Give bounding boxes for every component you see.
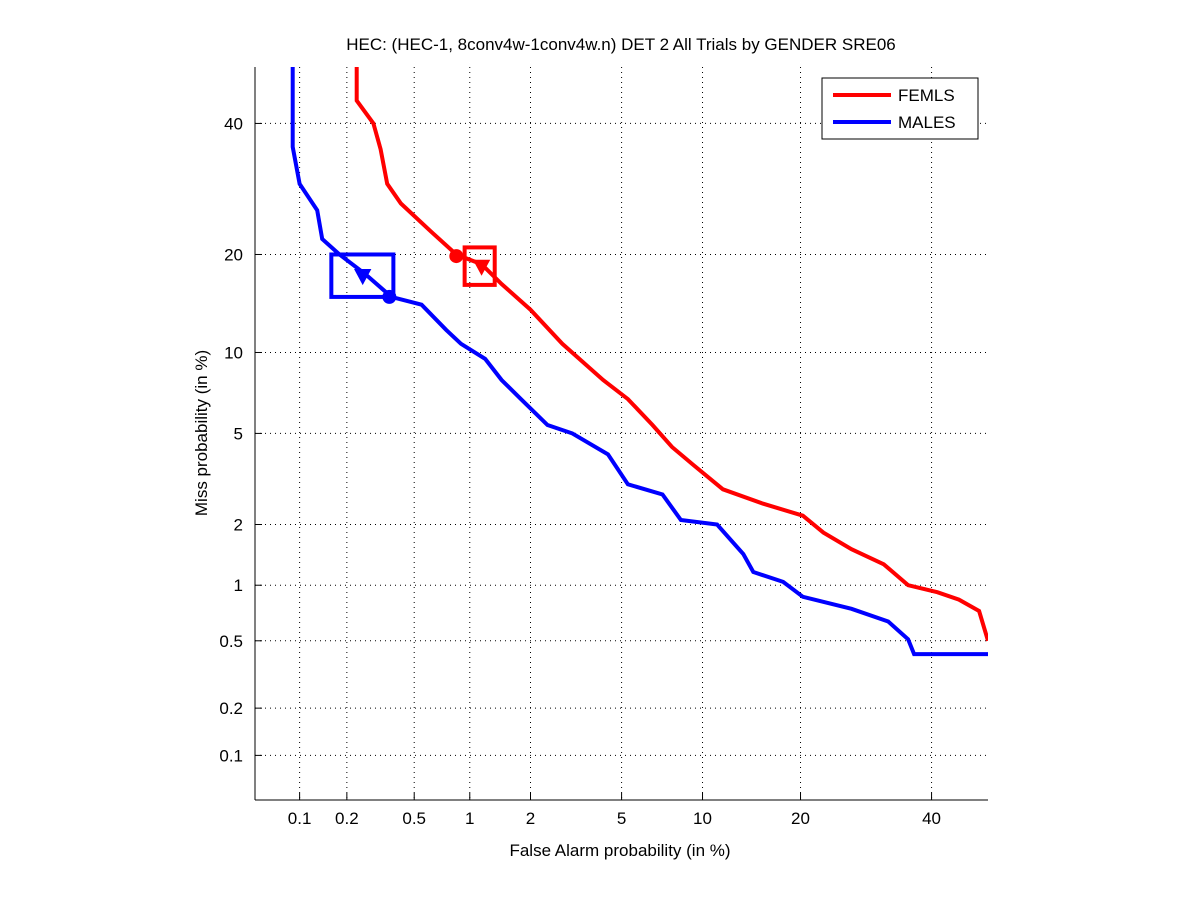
confidence-box-femls [462,245,497,287]
legend-label-males: MALES [898,113,956,132]
min-dcf-marker-males [382,289,397,304]
chart-title: HEC: (HEC-1, 8conv4w-1conv4w.n) DET 2 Al… [346,35,896,54]
x-tick-label: 10 [693,809,712,828]
det-curve-males [290,67,988,657]
x-tick-label: 0.5 [402,809,426,828]
x-tick-label: 2 [526,809,535,828]
legend-box [821,77,979,140]
y-tick-label: 0.1 [219,746,243,765]
x-tick-label: 20 [791,809,810,828]
x-axis-ticks: 0.1 0.2 0.5 1 2 5 10 20 40 [288,793,941,828]
grid [255,67,988,800]
series-group [290,67,988,657]
y-tick-label: 20 [224,245,243,264]
y-tick-label: 0.5 [219,632,243,651]
x-tick-label: 40 [922,809,941,828]
y-tick-label: 1 [234,576,243,595]
y-tick-label: 5 [234,424,243,443]
det-curve-femls [354,67,988,642]
x-tick-label: 0.2 [335,809,359,828]
confidence-box-males [329,252,396,299]
act-dcf-marker-males [354,269,372,286]
x-tick-label: 1 [465,809,474,828]
act-dcf-marker-femls [472,259,491,276]
y-tick-label: 0.2 [219,699,243,718]
legend-label-femls: FEMLS [898,86,955,105]
x-axis-label: False Alarm probability (in %) [509,841,730,860]
x-tick-label: 0.1 [288,809,312,828]
x-tick-label: 5 [617,809,626,828]
legend: FEMLS MALES [821,77,979,140]
y-tick-label: 10 [224,343,243,362]
y-axis-ticks: 0.1 0.2 0.5 1 2 5 10 20 40 [219,114,262,765]
y-tick-label: 40 [224,114,243,133]
y-tick-label: 2 [234,515,243,534]
y-axis-label: Miss probability (in %) [192,350,211,516]
min-dcf-marker-femls [449,249,464,264]
